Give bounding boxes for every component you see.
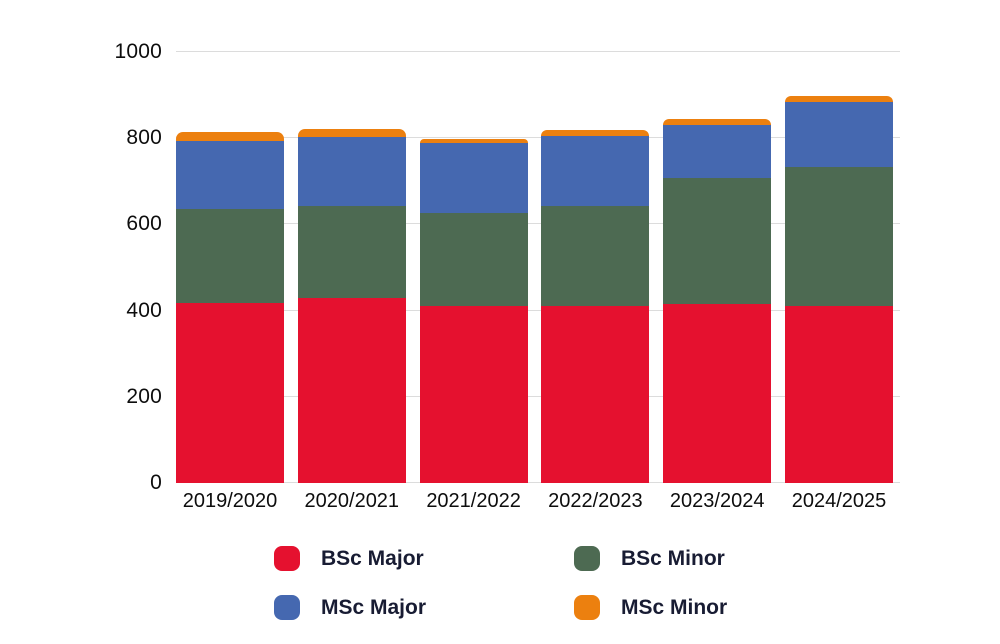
bar-segment-bsc-major <box>297 297 406 483</box>
y-axis-tick-label: 600 <box>126 212 162 236</box>
legend-item-bsc-minor: BSc Minor <box>574 546 725 571</box>
bar-2024-2025 <box>785 95 893 483</box>
x-axis-label-2020-2021: 2020/2021 <box>304 490 400 512</box>
gridline-400 <box>176 309 900 311</box>
legend-swatch-bsc-minor-icon <box>574 546 600 571</box>
x-axis-label-2019-2020: 2019/2020 <box>182 490 278 512</box>
legend-label: MSc Minor <box>621 596 728 619</box>
bar-2019-2020 <box>176 131 284 483</box>
bar-segment-msc-major <box>663 125 772 178</box>
legend-swatch-msc-major-icon <box>274 595 300 620</box>
bar-segment-msc-major <box>297 137 406 207</box>
y-axis-tick-label: 1000 <box>114 40 162 63</box>
bar-segment-msc-minor <box>541 130 650 136</box>
bar-2022-2023 <box>541 130 650 483</box>
bar-segment-msc-minor <box>663 119 772 126</box>
bar-2021-2022 <box>419 139 528 483</box>
bar-segment-bsc-major <box>176 303 284 483</box>
bar-segment-bsc-major <box>663 303 772 483</box>
x-axis-label-2024-2025: 2024/2025 <box>791 490 887 512</box>
y-axis-tick-label: 400 <box>126 298 162 322</box>
bar-segment-msc-major <box>785 101 893 168</box>
bar-segment-msc-minor <box>176 131 284 141</box>
gridline-1000 <box>176 51 900 52</box>
y-axis-tick-label: 800 <box>126 126 162 150</box>
bar-segment-msc-minor <box>297 128 406 138</box>
bar-segment-msc-minor <box>785 95 893 102</box>
bar-segment-bsc-minor <box>785 167 893 307</box>
bar-segment-bsc-minor <box>419 213 528 307</box>
gridline-600 <box>176 223 900 225</box>
bar-segment-bsc-minor <box>663 177 772 304</box>
legend-item-msc-major: MSc Major <box>274 595 426 620</box>
y-axis-tick-label: 200 <box>126 384 162 408</box>
gridline-200 <box>176 395 900 397</box>
bar-segment-bsc-major <box>785 306 893 483</box>
plot-area <box>176 51 900 483</box>
bar-segment-msc-major <box>176 140 284 209</box>
bar-2020-2021 <box>297 128 406 483</box>
legend-swatch-bsc-major-icon <box>274 546 300 571</box>
bar-segment-bsc-major <box>419 306 528 483</box>
bar-2023-2024 <box>663 119 772 483</box>
x-axis-label-2021-2022: 2021/2022 <box>426 490 521 512</box>
gridline-0 <box>176 482 900 483</box>
legend-swatch-msc-minor-icon <box>574 595 600 620</box>
x-axis-label-2023-2024: 2023/2024 <box>669 490 765 512</box>
bar-segment-bsc-minor <box>176 208 284 304</box>
bar-segment-bsc-minor <box>297 206 406 298</box>
gridline-800 <box>176 137 900 139</box>
legend-label: BSc Major <box>321 547 424 570</box>
bar-segment-msc-major <box>419 143 528 214</box>
legend-label: MSc Major <box>321 596 427 619</box>
bar-segment-bsc-minor <box>541 206 650 307</box>
legend-item-bsc-major: BSc Major <box>274 546 424 571</box>
bar-segment-bsc-major <box>541 306 650 483</box>
legend-label: BSc Minor <box>621 547 725 570</box>
bar-segment-msc-major <box>541 135 650 207</box>
legend-item-msc-minor: MSc Minor <box>574 595 727 620</box>
x-axis-label-2022-2023: 2022/2023 <box>548 490 643 512</box>
y-axis-tick-label: 0 <box>150 471 162 494</box>
bar-segment-msc-minor <box>419 139 528 144</box>
